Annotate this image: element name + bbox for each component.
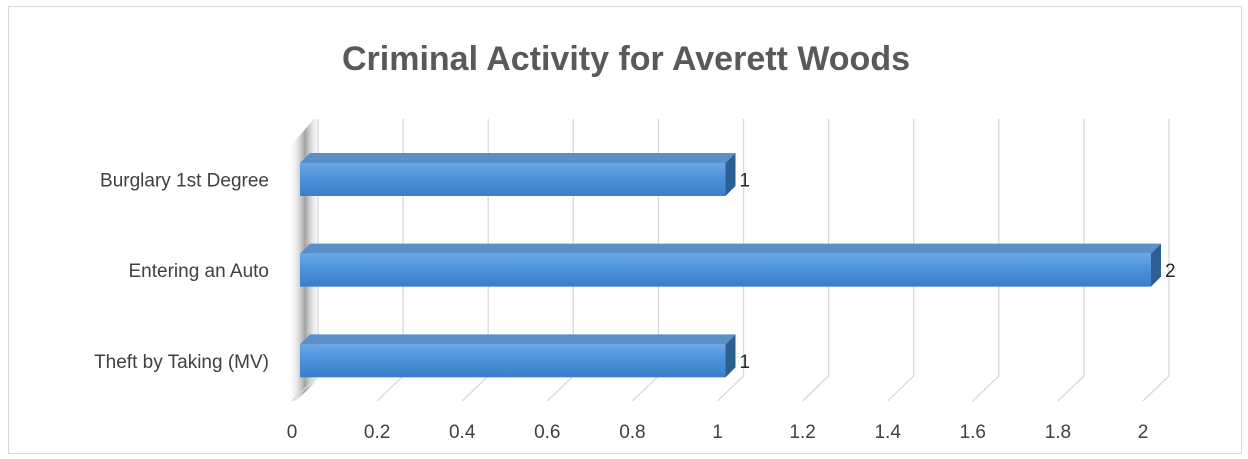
data-label: 1 xyxy=(740,171,751,192)
data-label: 1 xyxy=(740,352,751,373)
x-tick-label: 0.4 xyxy=(449,422,476,443)
gridline xyxy=(887,119,915,402)
x-tick-label: 0.2 xyxy=(364,422,390,443)
x-tick-label: 1.4 xyxy=(874,422,901,443)
gridline xyxy=(717,119,745,402)
chart-svg: Criminal Activity for Averett Woods 0 0.2… xyxy=(94,40,1176,443)
bar[interactable] xyxy=(300,344,726,378)
x-tick-label: 0 xyxy=(287,422,298,443)
x-tick-label: 0.6 xyxy=(534,422,560,443)
chart-title: Criminal Activity for Averett Woods xyxy=(342,40,910,78)
gridline xyxy=(802,119,830,402)
bar[interactable] xyxy=(300,163,726,196)
bar-side-face xyxy=(725,334,736,378)
category-label: Entering an Auto xyxy=(129,261,270,282)
data-label: 2 xyxy=(1165,261,1176,282)
chart-frame: Criminal Activity for Averett Woods 0 0.2… xyxy=(8,6,1242,454)
bar-top-face xyxy=(300,153,736,163)
x-tick-label: 2 xyxy=(1138,422,1149,443)
bar-side-face xyxy=(1151,243,1161,287)
category-label: Burglary 1st Degree xyxy=(100,171,269,192)
x-tick-label: 1 xyxy=(712,422,723,443)
gridline xyxy=(972,119,1000,402)
bar-top-face xyxy=(300,334,736,345)
x-tick-label: 1.2 xyxy=(789,422,815,443)
gridline xyxy=(1142,119,1170,402)
x-tick-label: 1.8 xyxy=(1045,422,1071,443)
bar[interactable] xyxy=(300,253,1151,287)
bar-side-face xyxy=(725,153,736,196)
category-label: Theft by Taking (MV) xyxy=(94,352,269,373)
bar-top-face xyxy=(300,243,1161,254)
x-tick-label: 0.8 xyxy=(619,422,645,443)
gridline xyxy=(1057,119,1085,402)
x-tick-label: 1.6 xyxy=(960,422,986,443)
